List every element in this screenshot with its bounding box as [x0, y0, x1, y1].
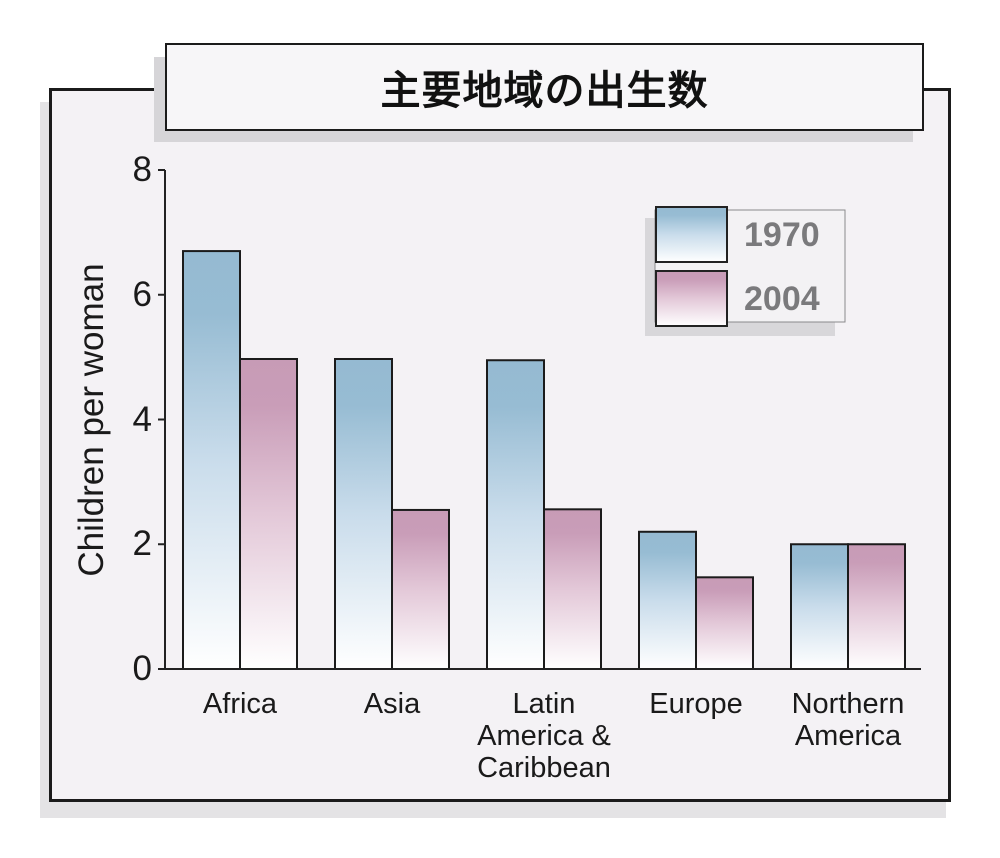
bar-1970-4	[790, 543, 849, 670]
category-label: Latin America & Caribbean	[459, 688, 629, 784]
y-tick-label: 2	[132, 524, 152, 564]
y-tick-label: 8	[132, 150, 152, 189]
category-label: Europe	[611, 688, 781, 720]
category-label: Asia	[307, 688, 477, 720]
y-tick-label: 6	[132, 274, 152, 314]
bar-2004-4	[847, 543, 906, 670]
category-label-line: America	[794, 720, 902, 752]
legend-label-1970: 1970	[744, 216, 820, 254]
bar-1970-1	[334, 357, 393, 670]
category-label-line: Europe	[649, 688, 743, 720]
y-axis-label: Children per woman	[72, 263, 111, 577]
category-label-line: America &	[477, 720, 611, 752]
category-label: Africa	[155, 688, 325, 720]
bar-1970-0	[182, 250, 241, 670]
bars-group	[182, 250, 906, 671]
bar-2004-3	[695, 576, 754, 671]
chart-title: 主要地域の出生数	[380, 68, 709, 114]
legend-label-2004: 2004	[744, 280, 820, 318]
category-label-line: Latin	[512, 688, 576, 720]
bar-2004-2	[543, 508, 602, 670]
bar-2004-1	[391, 508, 450, 670]
category-label: Northern America	[763, 688, 933, 752]
y-tick-marks	[158, 169, 165, 670]
title-box: 主要地域の出生数	[165, 43, 924, 131]
legend-swatch-1970	[655, 206, 728, 263]
category-label-line: Northern	[791, 688, 905, 720]
category-label-line: Asia	[363, 688, 421, 720]
category-label-line: Caribbean	[477, 752, 611, 784]
bar-1970-2	[486, 359, 545, 670]
category-label-line: Africa	[202, 688, 278, 720]
legend-swatch-2004	[655, 270, 728, 327]
y-tick-label: 4	[132, 399, 152, 439]
bar-2004-0	[239, 357, 298, 670]
bar-1970-3	[638, 530, 697, 671]
y-tick-label: 0	[132, 649, 152, 688]
